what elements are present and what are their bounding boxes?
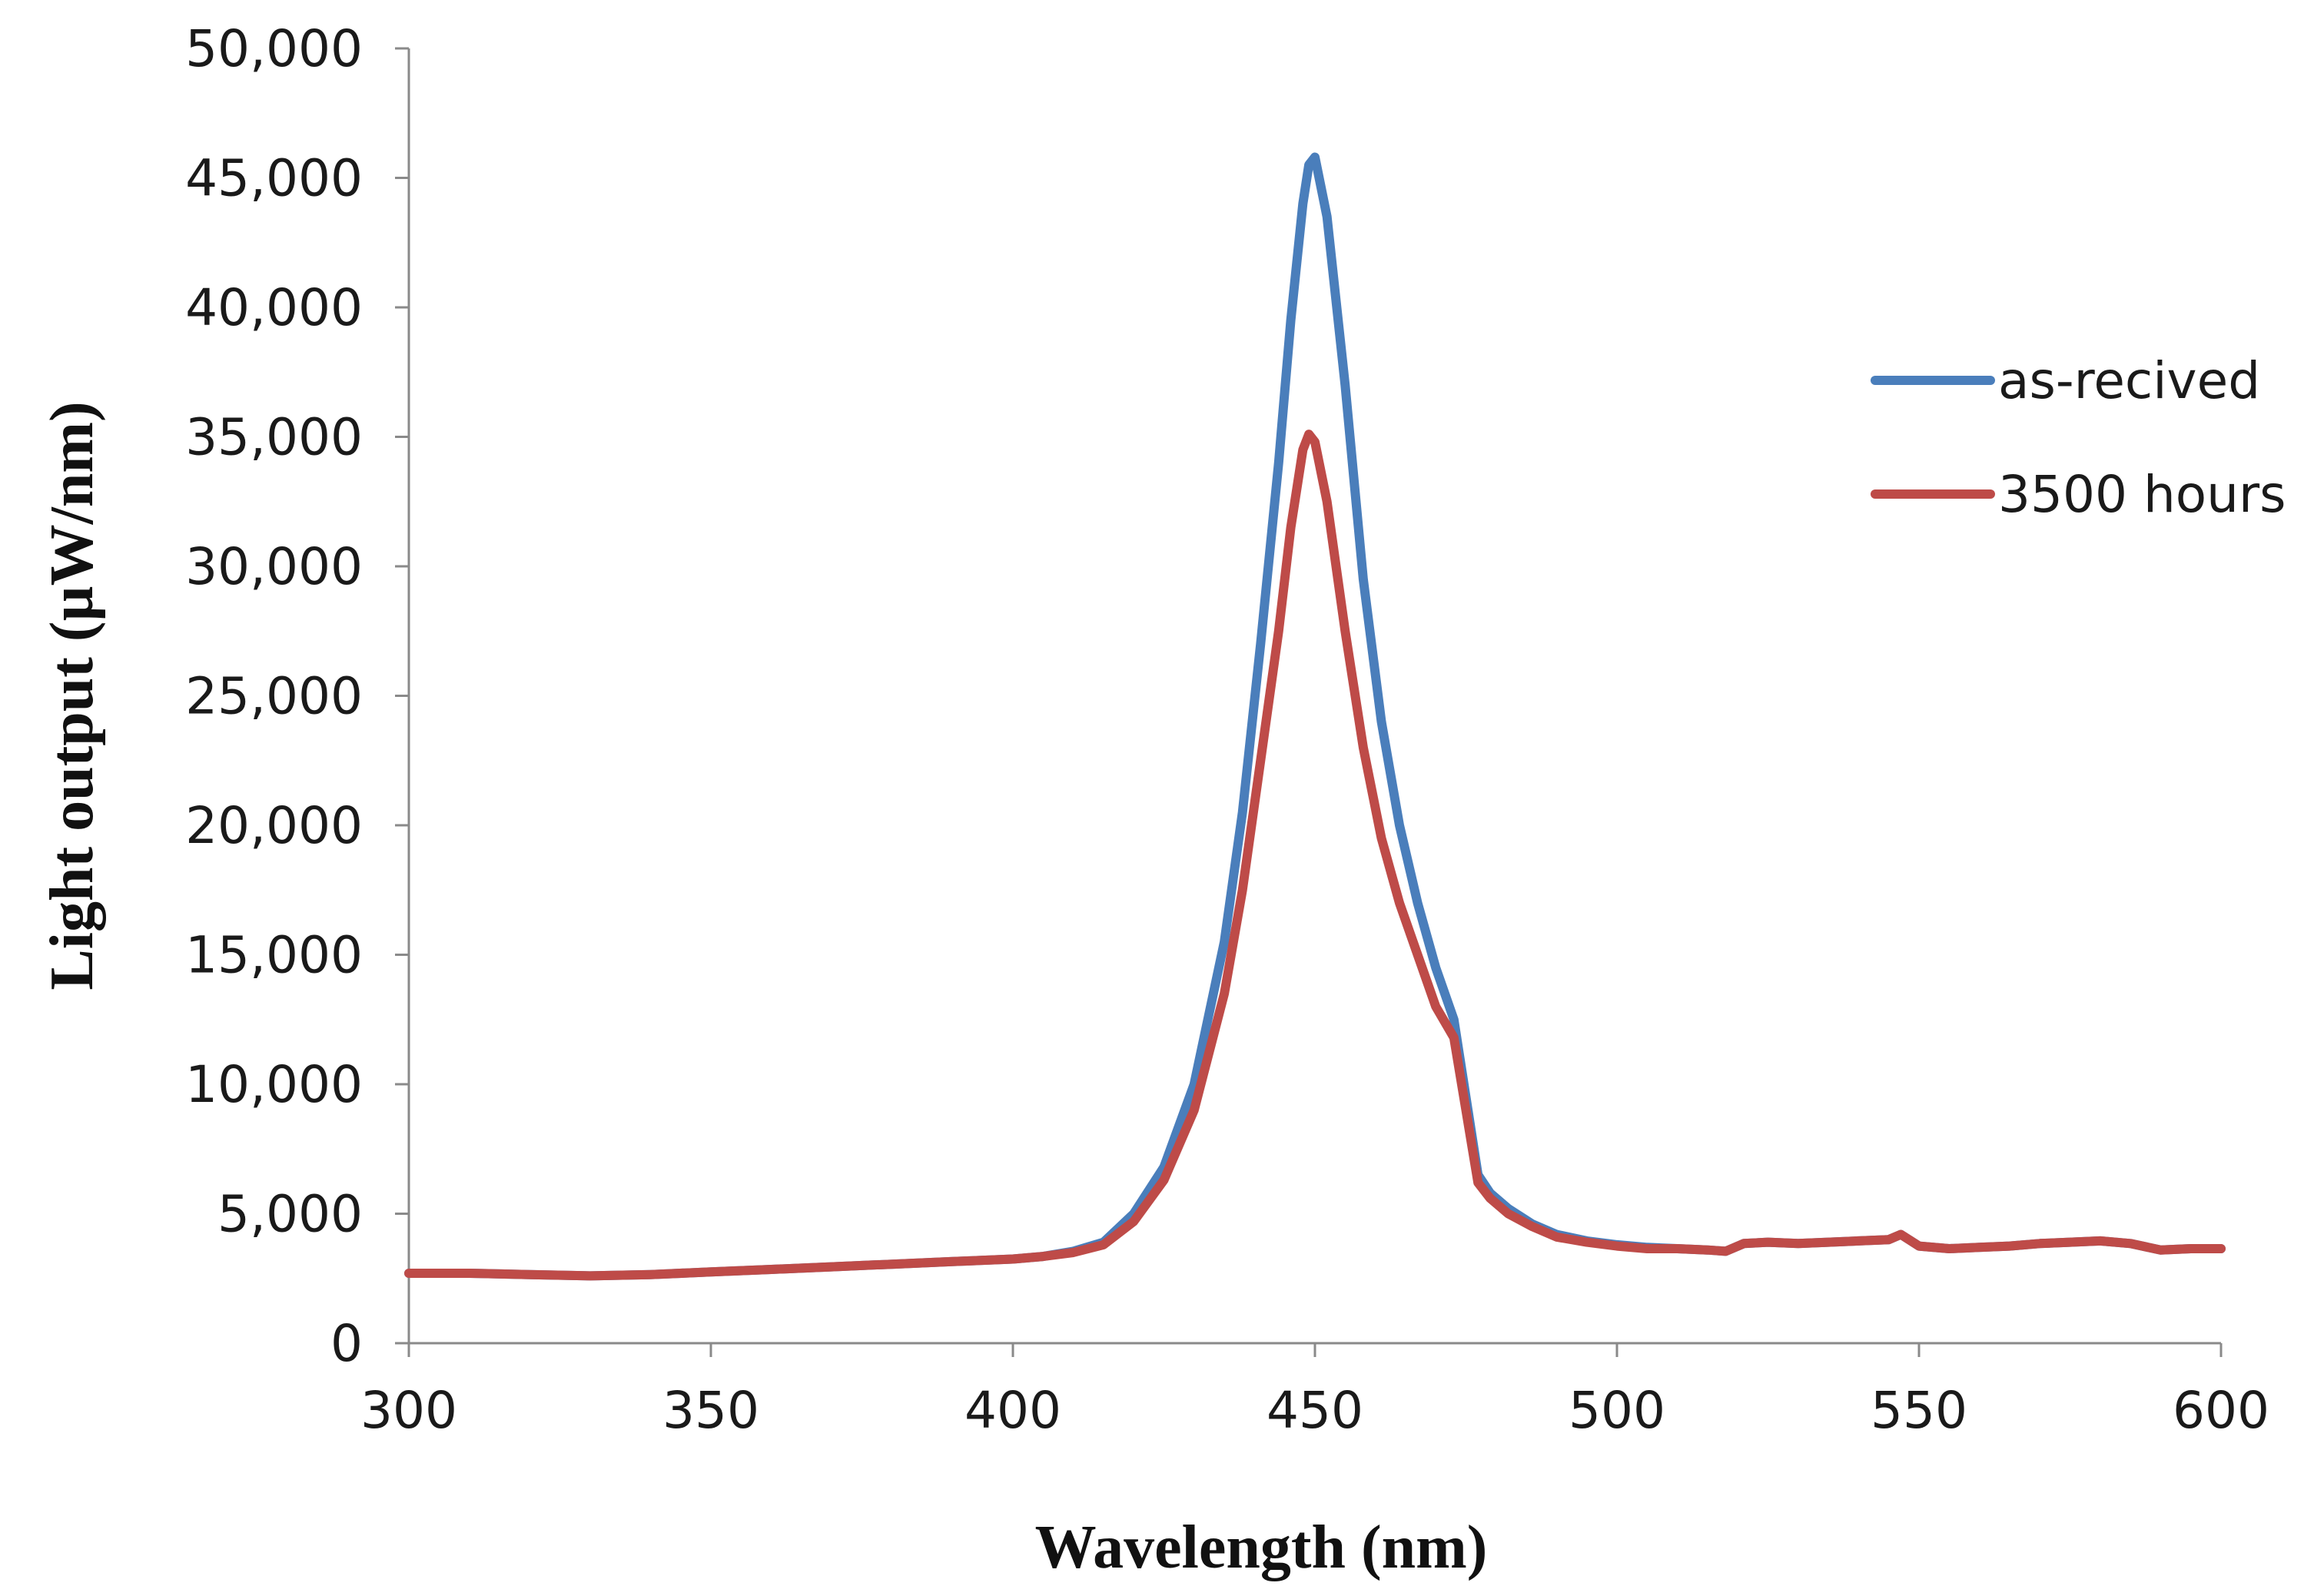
x-tick-label: 550	[1871, 1381, 1967, 1440]
y-tick-label: 45,000	[185, 149, 363, 208]
series-lines	[404, 152, 2226, 1281]
y-tick-label: 15,000	[185, 926, 363, 985]
x-tick-label: 350	[662, 1381, 759, 1440]
y-tick-label: 0	[330, 1314, 363, 1373]
y-axis-ticks: 0 5,000 10,000 15,000 20,000 25,000 30,000 35,0…	[185, 19, 409, 1373]
x-tick-label: 600	[2173, 1381, 2269, 1440]
y-tick-label: 35,000	[185, 408, 363, 467]
x-tick-label: 500	[1569, 1381, 1665, 1440]
x-axis-ticks: 300 350 400 450 500 550 600	[360, 1343, 2269, 1440]
y-axis-title: Light output (µW/nm)	[38, 401, 106, 990]
axes	[407, 48, 2221, 1345]
y-tick-label: 10,000	[185, 1055, 363, 1114]
y-tick-label: 30,000	[185, 537, 363, 596]
legend: as-recived 3500 hours	[1871, 351, 2286, 524]
y-tick-label: 5,000	[217, 1185, 363, 1244]
x-tick-label: 450	[1267, 1381, 1363, 1440]
y-tick-label: 40,000	[185, 278, 363, 337]
y-tick-label: 20,000	[185, 796, 363, 855]
x-tick-label: 400	[964, 1381, 1061, 1440]
y-tick-label: 25,000	[185, 667, 363, 726]
series-line-as-recived	[404, 152, 2226, 1281]
y-tick-label: 50,000	[185, 19, 363, 78]
x-tick-label: 300	[360, 1381, 457, 1440]
x-axis-title: Wavelength (nm)	[1035, 1514, 1488, 1581]
legend-label: as-recived	[1998, 351, 2260, 410]
series-line-3500-hours	[404, 430, 2226, 1281]
legend-label: 3500 hours	[1998, 465, 2286, 524]
